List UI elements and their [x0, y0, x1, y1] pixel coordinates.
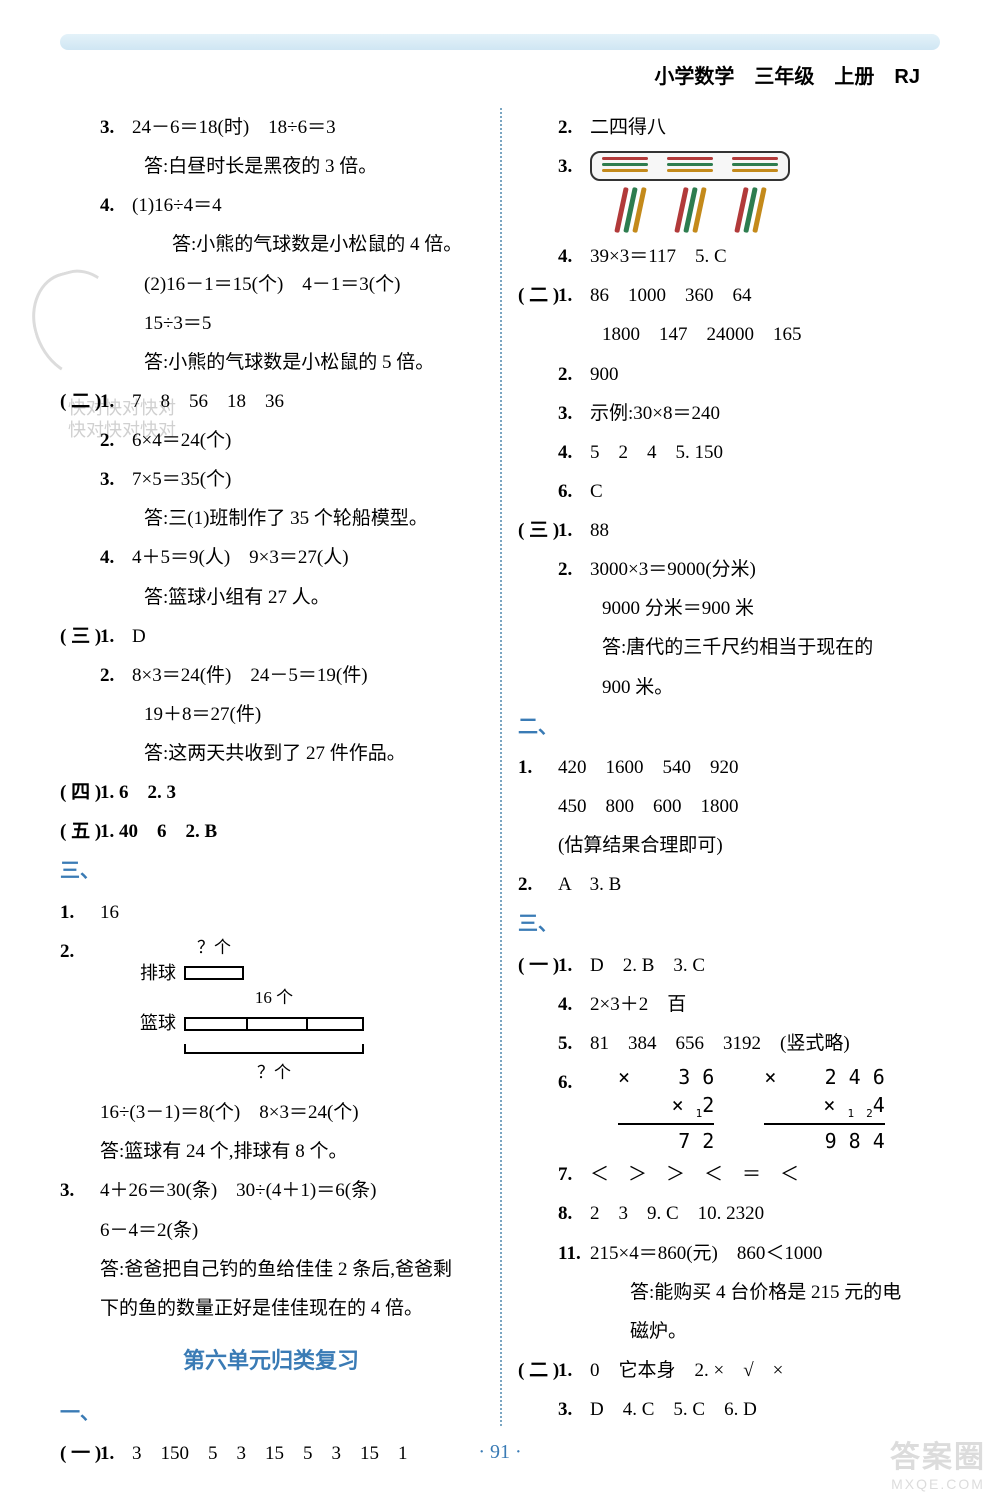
answer-line: 2.6×4＝24(个): [60, 421, 482, 460]
answer-line: 2.8×3＝24(件) 24－5＝19(件): [60, 656, 482, 695]
bar-big: [184, 1017, 364, 1031]
answer-line: ( 三 )1.88: [518, 511, 940, 550]
sticks-tray: [590, 151, 790, 181]
vmult-a: × 3 6 × 12 7 2: [618, 1063, 714, 1155]
answer-line: 下的鱼的数量正好是佳佳现在的 4 倍。: [60, 1289, 482, 1328]
answer-line: 3.D 4. C 5. C 6. D: [518, 1390, 940, 1429]
diagram-label: ？个: [184, 936, 244, 960]
page-content: 3.24－6＝18(时) 18÷6＝3 答:白昼时长是黑夜的 3 倍。 4.(1…: [60, 108, 940, 1426]
answer-line: 答:爸爸把自己钓的鱼给佳佳 2 条后,爸爸剩: [60, 1250, 482, 1289]
answer-line: 6－4＝2(条): [60, 1211, 482, 1250]
answer-line: 3.示例:30×8＝240: [518, 394, 940, 433]
answer-line: 4.(1)16÷4＝4: [60, 186, 482, 225]
answer-line: (估算结果合理即可): [518, 826, 940, 865]
answer-line: 答:篮球有 24 个,排球有 8 个。: [60, 1132, 482, 1171]
answer-line: 16÷(3－1)＝8(个) 8×3＝24(个): [60, 1093, 482, 1132]
unit-title: 第六单元归类复习: [60, 1328, 482, 1393]
answer-line: ( 三 )1.D: [60, 617, 482, 656]
answer-line: 19＋8＝27(件): [60, 695, 482, 734]
answer-line: 4.39×3＝117 5. C: [518, 237, 940, 276]
answer-line: 答:这两天共收到了 27 件作品。: [60, 734, 482, 773]
answer-line: 答:小熊的气球数是小松鼠的 5 倍。: [60, 343, 482, 382]
diagram-label: 16 个: [184, 986, 364, 1010]
right-column: 2.二四得八 3. 4.39×3＝117 5. C ( 二 )1.8: [500, 108, 940, 1426]
answer-line: 3.24－6＝18(时) 18÷6＝3: [60, 108, 482, 147]
answer-line: 4.4＋5＝9(人) 9×3＝27(人): [60, 538, 482, 577]
answer-line: ( 五 )1. 40 6 2. B: [60, 812, 482, 851]
vmult-b: × 2 4 6 × 1 24 9 8 4: [764, 1063, 884, 1155]
answer-line: 7.＜ ＞ ＞ ＜ ＝ ＜: [518, 1155, 940, 1194]
answer-line: 4.5 2 4 5. 150: [518, 433, 940, 472]
section-marker: 一、: [60, 1393, 482, 1434]
page-number: · 91 ·: [0, 1441, 1000, 1464]
bundle-icon: [730, 155, 780, 177]
answer-line: 11.215×4＝860(元) 860＜1000: [518, 1234, 940, 1273]
answer-line: 1.16: [60, 893, 482, 932]
answer-line: 磁炉。: [518, 1312, 940, 1351]
vertical-multiplication: × 3 6 × 12 7 2 × 2 4 6 × 1 24 9 8 4: [618, 1063, 940, 1155]
diagram-label: 篮球: [120, 1011, 176, 1036]
top-gradient-bar: [60, 34, 940, 50]
answer-line: 2.A 3. B: [518, 865, 940, 904]
answer-line: 答:唐代的三千尺约相当于现在的: [518, 628, 940, 667]
answer-line: 答:三(1)班制作了 35 个轮船模型。: [60, 499, 482, 538]
diagram-label: 排球: [120, 961, 176, 986]
answer-line: 1800 147 24000 165: [518, 315, 940, 354]
answer-line: 450 800 600 1800: [518, 787, 940, 826]
answer-line: 3.4＋26＝30(条) 30÷(4＋1)＝6(条): [60, 1171, 482, 1210]
loose-sticks: [590, 187, 790, 233]
answer-line: 答:小熊的气球数是小松鼠的 4 倍。: [60, 225, 482, 264]
answer-line: (2)16－1＝15(个) 4－1＝3(个): [60, 265, 482, 304]
corner-logo: 答案圈 MXQE.COM: [890, 1432, 986, 1492]
bar-small: [184, 966, 244, 980]
answer-line: 900 米。: [518, 668, 940, 707]
logo-chinese: 答案圈: [890, 1432, 986, 1476]
section-marker: 二、: [518, 707, 940, 748]
bar-diagram: ？个 排球 16 个 篮球 ？个: [120, 932, 482, 1094]
bundle-icon: [665, 155, 715, 177]
brace: [184, 1046, 364, 1054]
logo-english: MXQE.COM: [890, 1476, 986, 1492]
bundle-icon: [600, 155, 650, 177]
answer-line: ( 二 )1.7 8 56 18 36: [60, 382, 482, 421]
section-marker: 三、: [60, 851, 482, 892]
answer-line: 4.2×3＋2 百: [518, 985, 940, 1024]
diagram-label: ？个: [184, 1061, 364, 1085]
answer-line: 3.7×5＝35(个): [60, 460, 482, 499]
answer-line: 8.2 3 9. C 10. 2320: [518, 1194, 940, 1233]
answer-line: 1.420 1600 540 920: [518, 748, 940, 787]
answer-line: ( 一 )1.D 2. B 3. C: [518, 946, 940, 985]
answer-line: 2.900: [518, 355, 940, 394]
answer-line: 5.81 384 656 3192 (竖式略): [518, 1024, 940, 1063]
answer-line: 9000 分米＝900 米: [518, 589, 940, 628]
section-marker: 三、: [518, 904, 940, 945]
page-header: 小学数学 三年级 上册 RJ: [654, 60, 920, 89]
answer-line: 2.3000×3＝9000(分米): [518, 550, 940, 589]
answer-line: 答:白昼时长是黑夜的 3 倍。: [60, 147, 482, 186]
answer-line: ( 四 )1. 6 2. 3: [60, 773, 482, 812]
answer-line: 15÷3＝5: [60, 304, 482, 343]
answer-line: 答:篮球小组有 27 人。: [60, 578, 482, 617]
sticks-diagram: [590, 151, 790, 233]
answer-line: ( 二 )1.86 1000 360 64: [518, 276, 940, 315]
answer-line: 2.二四得八: [518, 108, 940, 147]
answer-line: 答:能购买 4 台价格是 215 元的电: [518, 1273, 940, 1312]
left-column: 3.24－6＝18(时) 18÷6＝3 答:白昼时长是黑夜的 3 倍。 4.(1…: [60, 108, 500, 1426]
answer-line: ( 二 )1.0 它本身 2. × √ ×: [518, 1351, 940, 1390]
answer-line: 6.C: [518, 472, 940, 511]
